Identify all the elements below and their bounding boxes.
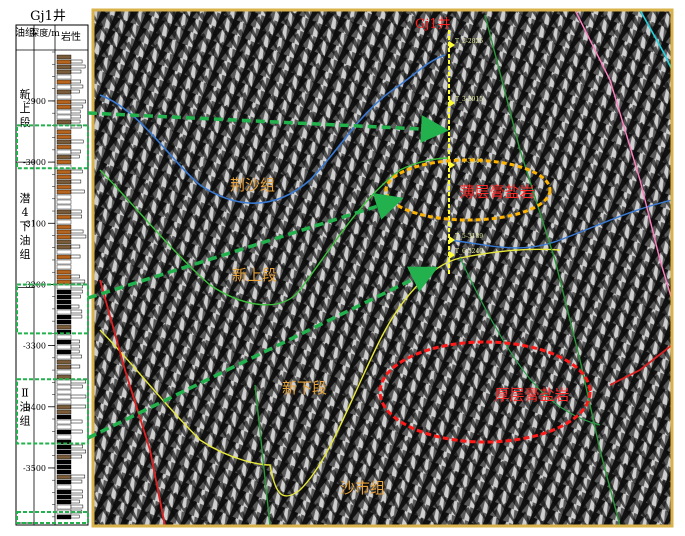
header-depth: 深度/m xyxy=(30,27,60,39)
depth-tick-label: -3400 xyxy=(23,403,46,412)
well-marker-label: T_6-3240 xyxy=(455,248,483,255)
fault-pink xyxy=(574,10,672,301)
layer-label-xinshang: 新上段 xyxy=(232,266,277,284)
well-log-title: Gj1井 xyxy=(30,9,66,24)
interval-highlight-box xyxy=(16,378,89,445)
formation-label-char: 4 xyxy=(22,206,29,219)
depth-tick-label: -3300 xyxy=(23,342,46,351)
depth-tick-label: -3500 xyxy=(23,464,46,473)
arrow-2 xyxy=(87,193,404,300)
well-label-seismic: Gj1井 xyxy=(415,17,451,32)
well-marker-label: T_3-2915 xyxy=(455,96,483,103)
well-marker-label: T_4-3040 xyxy=(455,158,483,165)
layer-label-xinxia: 新下段 xyxy=(282,379,327,397)
thick-salt-label: 厚层膏盐岩 xyxy=(494,386,569,404)
lithology-column xyxy=(56,54,87,520)
seismic-frame xyxy=(91,8,674,528)
fault-green xyxy=(254,384,271,526)
correlation-arrows xyxy=(87,111,449,440)
formation-label-char: Ⅱ xyxy=(21,386,28,399)
horizon-green-blue-right xyxy=(449,199,672,249)
well-marker-triangle xyxy=(449,251,455,259)
fault-green-right xyxy=(484,14,621,526)
formation-label-char: 油 xyxy=(20,399,31,413)
well-marker-triangle xyxy=(449,236,455,244)
well-marker-triangle xyxy=(449,161,455,169)
well-markers: T_2-2825 T_3-2915 T_4-3040 T_5-3189 T_6-3240 xyxy=(449,38,483,259)
arrow-3 xyxy=(87,266,439,440)
depth-tick-label: -3000 xyxy=(23,158,46,167)
well-marker-triangle xyxy=(449,99,455,107)
layer-label-shashi: 沙市组 xyxy=(340,479,385,497)
depth-tick-label: -3100 xyxy=(23,219,46,228)
layer-label-jingsha: 荆沙组 xyxy=(230,176,275,194)
header-lithology: 岩性 xyxy=(61,30,81,43)
formation-label-char: 段 xyxy=(20,115,31,129)
horizon-blue xyxy=(99,54,446,204)
formation-label-char: 上 xyxy=(20,102,31,115)
formation-label-char: 下 xyxy=(20,220,31,233)
header-formation: 油组 xyxy=(15,26,35,39)
fault-cyan xyxy=(639,10,672,71)
thin-salt-ellipse xyxy=(384,158,552,222)
well-marker-triangle xyxy=(449,41,455,49)
depth-tick-label: -2900 xyxy=(23,97,46,106)
formation-label-char: 油 xyxy=(20,233,31,247)
fault-red xyxy=(99,279,166,526)
well-marker-label: T_2-2825 xyxy=(455,38,483,45)
formation-label-char: 组 xyxy=(20,247,31,261)
interval-highlight-box xyxy=(16,124,89,170)
formation-label-char: 组 xyxy=(20,413,31,427)
formation-label-char: 潜 xyxy=(20,191,31,205)
horizon-green-upper xyxy=(99,157,451,306)
fault-red-right xyxy=(609,344,672,386)
interval-highlight-box xyxy=(16,510,89,525)
thin-salt-label: 薄层膏盐岩 xyxy=(459,183,534,201)
well-marker-label: T_5-3189 xyxy=(455,233,483,240)
seismic-panel: T_2-2825 T_3-2915 T_4-3040 T_5-3189 T_6-3240… xyxy=(91,8,674,528)
header-formation-text: 油组 xyxy=(15,26,35,39)
horizon-yellow xyxy=(99,248,561,497)
arrow-1 xyxy=(87,111,449,143)
thick-salt-ellipse xyxy=(378,340,592,444)
depth-tick-label: -3200 xyxy=(23,280,46,289)
formation-label-char: 新 xyxy=(20,87,31,101)
depth-axis: -2900 -3000 -3100 -3200 -3300 -3400 -3500 xyxy=(23,51,55,518)
interval-highlights xyxy=(16,124,89,525)
